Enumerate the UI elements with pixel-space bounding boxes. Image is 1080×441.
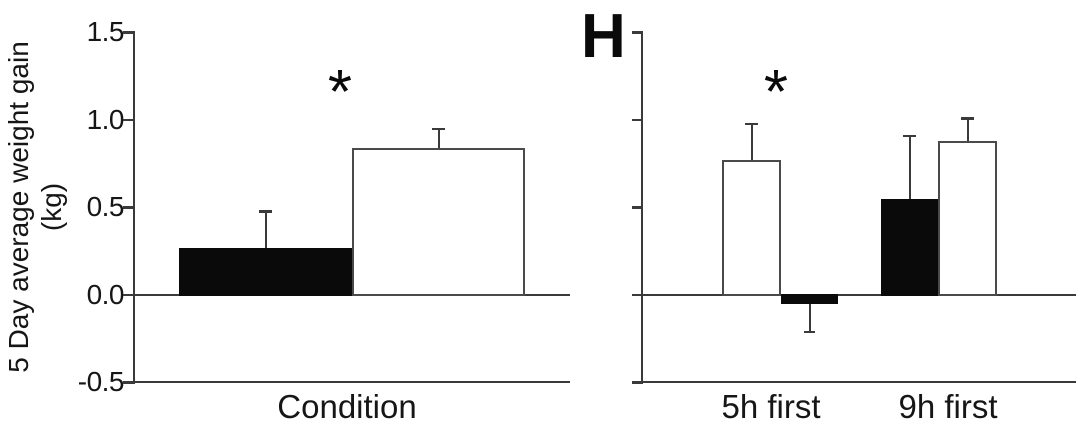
bar-5h-first-black — [781, 293, 838, 304]
y-axis-tick — [631, 31, 643, 34]
bar-condition-white — [352, 148, 525, 297]
x-axis-label-condition: Condition — [277, 388, 417, 425]
error-bar-cap — [804, 330, 815, 334]
y-tick-label-1p5: 1.5 — [86, 16, 125, 47]
bar-5h-first-white — [722, 160, 781, 297]
y-axis-tick — [122, 381, 135, 384]
error-bar-stem — [264, 211, 267, 248]
y-axis-tick — [122, 31, 135, 34]
bar-condition-black — [179, 247, 352, 297]
error-bar-cap — [961, 117, 974, 120]
error-bar-cap — [259, 210, 272, 213]
y-axis-tick — [631, 381, 643, 384]
error-bar-cap — [903, 134, 916, 138]
zero-line — [640, 293, 1076, 297]
y-tick-label-1p0: 1.0 — [86, 104, 125, 135]
bottom-axis-line — [640, 380, 1076, 384]
significance-asterisk-right: * — [763, 58, 789, 127]
x-axis-label-5h-first: 5h first — [721, 388, 821, 425]
y-axis-tick — [122, 118, 135, 122]
error-bar-cap — [432, 127, 445, 131]
x-axis-label-9h-first: 9h first — [898, 388, 998, 425]
error-bar-stem — [437, 128, 440, 148]
error-bar-stem — [808, 303, 811, 332]
y-tick-label-m0p5: -0.5 — [77, 366, 125, 397]
y-axis-tick — [122, 206, 135, 209]
y-tick-label-0p5: 0.5 — [86, 191, 125, 222]
significance-asterisk-left: * — [327, 58, 353, 127]
y-axis-tick — [631, 118, 643, 122]
y-tick-label-0p0: 0.0 — [86, 279, 125, 310]
error-bar-stem — [750, 123, 753, 161]
bar-9h-first-white — [938, 141, 997, 297]
y-axis-tick — [631, 293, 643, 297]
bar-9h-first-black — [881, 198, 938, 297]
error-bar-cap — [745, 122, 758, 125]
y-axis-tick — [122, 293, 135, 297]
error-bar-stem — [966, 118, 969, 141]
error-bar-stem — [908, 135, 911, 199]
bottom-axis-line — [132, 380, 570, 384]
panel-label-H: H — [581, 2, 626, 71]
y-axis-tick — [631, 206, 643, 209]
